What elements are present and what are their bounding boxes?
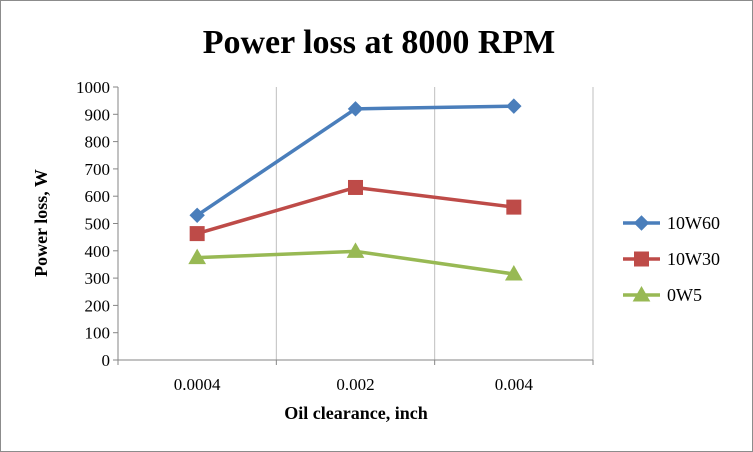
data-point xyxy=(504,264,523,281)
y-axis-title: Power loss, W xyxy=(31,169,51,277)
legend: 10W60 10W30 0W5 xyxy=(623,213,720,305)
y-tick-label: 500 xyxy=(85,215,111,234)
x-tick-label: 0.0004 xyxy=(174,375,221,394)
y-tick-label: 700 xyxy=(85,160,111,179)
grid-lines xyxy=(275,87,594,360)
y-tick-label: 0 xyxy=(102,351,111,370)
legend-label: 10W60 xyxy=(667,213,720,233)
series-group xyxy=(188,98,523,281)
chart-title: Power loss at 8000 RPM xyxy=(203,24,556,61)
data-point xyxy=(189,207,205,224)
legend-item-10w30: 10W30 xyxy=(623,249,720,269)
x-tick-labels: 0.0004 0.002 0.004 xyxy=(174,375,534,394)
series-0w5 xyxy=(188,242,523,281)
legend-item-10w60: 10W60 xyxy=(623,213,720,233)
x-axis-title: Oil clearance, inch xyxy=(284,403,427,423)
y-tick-label: 100 xyxy=(85,324,111,343)
data-point xyxy=(189,226,205,242)
legend-marker xyxy=(632,285,651,302)
series-line xyxy=(196,104,514,217)
series-10w30 xyxy=(189,179,522,242)
y-tick-label: 200 xyxy=(85,296,111,315)
legend-label: 0W5 xyxy=(667,285,702,305)
data-point xyxy=(188,248,207,265)
y-tick-label: 300 xyxy=(85,269,111,288)
y-tick-labels: 0 100 200 300 400 500 600 700 800 900 1000 xyxy=(76,78,110,370)
legend-marker xyxy=(634,251,649,267)
y-tick-label: 1000 xyxy=(76,78,110,97)
legend-item-0w5: 0W5 xyxy=(623,285,702,305)
data-point xyxy=(346,242,365,258)
data-point xyxy=(348,179,363,195)
y-tick-label: 900 xyxy=(85,105,111,124)
y-tick-label: 800 xyxy=(85,133,111,152)
y-tick-label: 600 xyxy=(85,187,111,206)
axes xyxy=(113,86,594,365)
y-tick-label: 400 xyxy=(85,242,111,261)
data-point xyxy=(347,101,364,117)
x-tick-label: 0.002 xyxy=(336,375,374,394)
data-point xyxy=(506,98,522,114)
series-10w60 xyxy=(189,98,522,224)
legend-label: 10W30 xyxy=(667,249,720,269)
legend-marker xyxy=(633,215,650,231)
x-tick-label: 0.004 xyxy=(495,375,534,394)
data-point xyxy=(506,199,522,215)
